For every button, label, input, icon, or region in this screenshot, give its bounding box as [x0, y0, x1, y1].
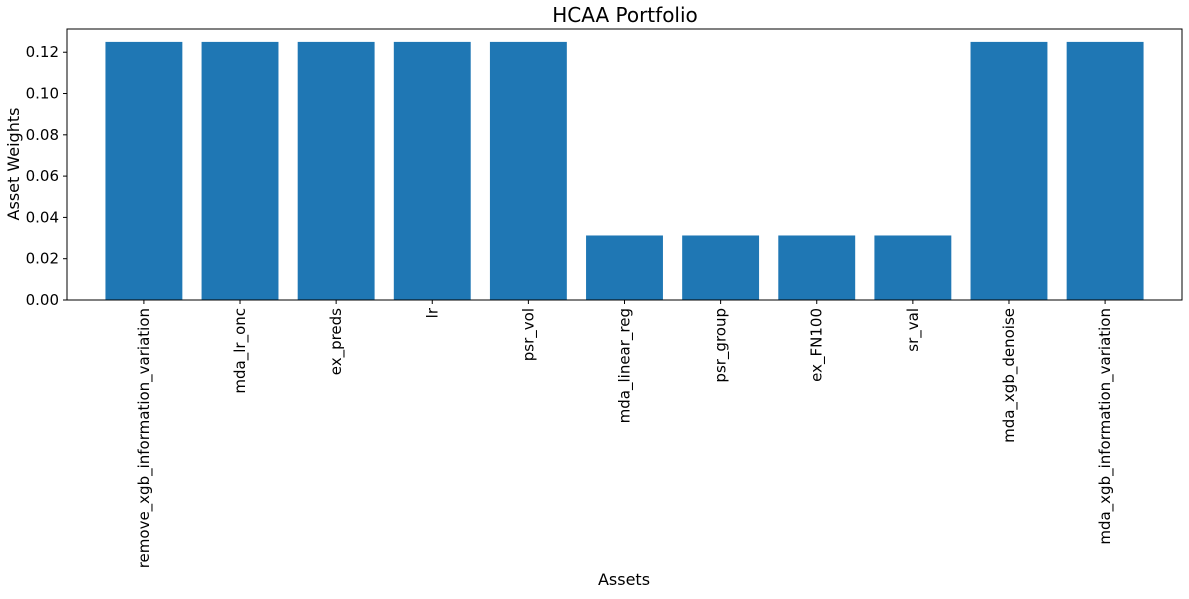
bar-psr_group: [682, 235, 760, 300]
y-tick-label: 0.02: [26, 250, 59, 268]
bar-mda_xgb_denoise: [970, 41, 1048, 301]
x-tick-label: remove_xgb_information_variation: [135, 308, 154, 568]
x-tick-label: ex_preds: [327, 308, 346, 375]
x-ticks-group: remove_xgb_information_variation mda_lr_o…: [135, 300, 1115, 568]
y-tick-label: 0.08: [26, 126, 59, 144]
y-axis-label: Asset Weights: [4, 108, 23, 221]
y-ticks-group: 0.00 0.02 0.04 0.06 0.08 0.10 0.12: [26, 43, 67, 309]
y-tick-label: 0.10: [26, 85, 59, 103]
x-tick-label: mda_linear_reg: [616, 308, 635, 423]
x-tick-label: lr: [423, 307, 441, 318]
y-tick-label: 0.06: [26, 167, 59, 185]
bar-remove_xgb_information_variation: [105, 41, 183, 301]
x-tick-label: mda_xgb_information_variation: [1096, 308, 1115, 545]
bar-psr_vol: [489, 41, 567, 301]
bar-mda_xgb_information_variation: [1066, 41, 1144, 301]
bar-mda_lr_onc: [201, 41, 279, 301]
bars-group: [105, 41, 1144, 301]
plot-frame: [66, 28, 1183, 301]
chart-title: HCAA Portfolio: [552, 3, 698, 27]
y-tick-label: 0.00: [26, 291, 59, 309]
x-tick-label: mda_xgb_denoise: [1000, 308, 1019, 443]
bar-mda_linear_reg: [586, 235, 663, 300]
x-tick-label: sr_val: [904, 308, 923, 352]
bar-ex_FN100: [778, 235, 856, 300]
x-tick-label: psr_group: [712, 308, 731, 383]
y-tick-label: 0.12: [26, 43, 59, 61]
x-tick-label: mda_lr_onc: [231, 308, 250, 394]
bar-lr: [393, 41, 471, 301]
bar-sr_val: [874, 235, 952, 300]
x-tick-label: ex_FN100: [808, 308, 827, 382]
y-tick-label: 0.04: [26, 208, 59, 226]
x-tick-label: psr_vol: [519, 308, 538, 361]
bar-ex_preds: [297, 41, 375, 301]
x-axis-label: Assets: [598, 570, 650, 589]
